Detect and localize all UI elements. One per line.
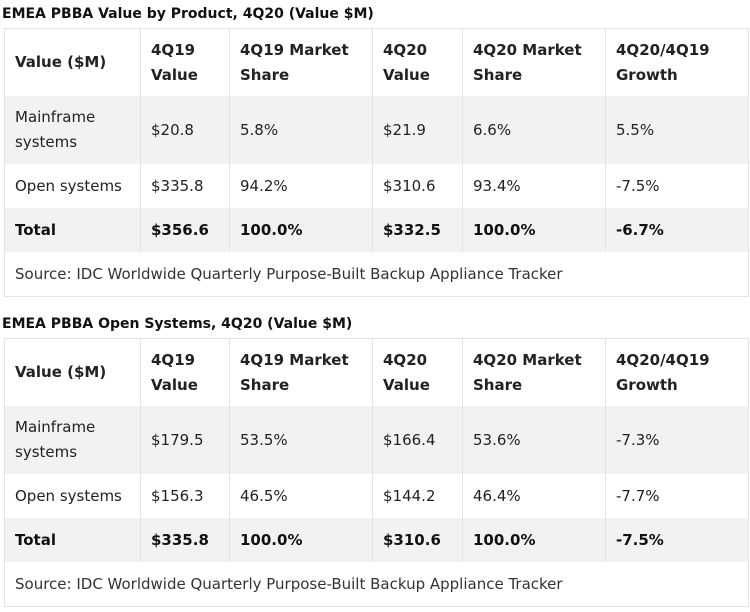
table-cell: 46.5%	[229, 474, 373, 518]
column-header: Value ($M)	[4, 338, 141, 406]
table-cell: -7.5%	[605, 164, 749, 208]
table-cell: $144.2	[372, 474, 463, 518]
table-cell: $332.5	[372, 208, 463, 252]
row-label-cell: Open systems	[4, 164, 141, 208]
table-cell: $20.8	[140, 96, 230, 164]
table-cell: 100.0%	[462, 208, 606, 252]
table-block-open-systems: EMEA PBBA Open Systems, 4Q20 (Value $M) …	[0, 310, 750, 607]
table-cell: $166.4	[372, 406, 463, 474]
data-table: Value ($M) 4Q19 Value 4Q19 Market Share …	[4, 28, 749, 297]
table-cell: $310.6	[372, 518, 463, 562]
table-cell: -6.7%	[605, 208, 749, 252]
table-cell: $356.6	[140, 208, 230, 252]
table-cell: 100.0%	[229, 208, 373, 252]
column-header: 4Q20 Market Share	[462, 338, 606, 406]
table-title: EMEA PBBA Value by Product, 4Q20 (Value …	[2, 6, 374, 22]
source-row: Source: IDC Worldwide Quarterly Purpose-…	[4, 562, 749, 607]
column-header: 4Q20 Value	[372, 338, 463, 406]
table-cell: $179.5	[140, 406, 230, 474]
table-cell: 5.8%	[229, 96, 373, 164]
source-note: Source: IDC Worldwide Quarterly Purpose-…	[4, 562, 749, 607]
table-row: Mainframe systems $179.5 53.5% $166.4 53…	[4, 406, 749, 474]
row-label-cell: Open systems	[4, 474, 141, 518]
table-row: Open systems $156.3 46.5% $144.2 46.4% -…	[4, 474, 749, 518]
table-cell: $335.8	[140, 164, 230, 208]
header-row: Value ($M) 4Q19 Value 4Q19 Market Share …	[4, 28, 749, 96]
table-cell: $310.6	[372, 164, 463, 208]
column-header: 4Q20/4Q19 Growth	[605, 338, 749, 406]
row-label-cell: Mainframe systems	[4, 406, 141, 474]
column-header: 4Q20/4Q19 Growth	[605, 28, 749, 96]
column-header: Value ($M)	[4, 28, 141, 96]
row-label-cell: Mainframe systems	[4, 96, 141, 164]
column-header: 4Q20 Value	[372, 28, 463, 96]
header-row: Value ($M) 4Q19 Value 4Q19 Market Share …	[4, 338, 749, 406]
column-header: 4Q19 Market Share	[229, 28, 373, 96]
row-label-cell: Total	[4, 208, 141, 252]
table-cell: 46.4%	[462, 474, 606, 518]
table-cell: 94.2%	[229, 164, 373, 208]
total-row: Total $335.8 100.0% $310.6 100.0% -7.5%	[4, 518, 749, 562]
table-cell: $21.9	[372, 96, 463, 164]
table-cell: -7.5%	[605, 518, 749, 562]
column-header: 4Q20 Market Share	[462, 28, 606, 96]
column-header: 4Q19 Value	[140, 338, 230, 406]
table-cell: -7.3%	[605, 406, 749, 474]
row-label-cell: Total	[4, 518, 141, 562]
table-cell: 93.4%	[462, 164, 606, 208]
table-row: Open systems $335.8 94.2% $310.6 93.4% -…	[4, 164, 749, 208]
table-cell: $156.3	[140, 474, 230, 518]
table-cell: 53.5%	[229, 406, 373, 474]
total-row: Total $356.6 100.0% $332.5 100.0% -6.7%	[4, 208, 749, 252]
table-cell: 6.6%	[462, 96, 606, 164]
table-cell: 5.5%	[605, 96, 749, 164]
table-block-value-by-product: EMEA PBBA Value by Product, 4Q20 (Value …	[0, 0, 750, 297]
data-table: Value ($M) 4Q19 Value 4Q19 Market Share …	[4, 338, 749, 607]
table-cell: -7.7%	[605, 474, 749, 518]
table-cell: 53.6%	[462, 406, 606, 474]
table-cell: 100.0%	[229, 518, 373, 562]
source-note: Source: IDC Worldwide Quarterly Purpose-…	[4, 252, 749, 297]
source-row: Source: IDC Worldwide Quarterly Purpose-…	[4, 252, 749, 297]
column-header: 4Q19 Market Share	[229, 338, 373, 406]
table-cell: 100.0%	[462, 518, 606, 562]
table-row: Mainframe systems $20.8 5.8% $21.9 6.6% …	[4, 96, 749, 164]
table-cell: $335.8	[140, 518, 230, 562]
table-title: EMEA PBBA Open Systems, 4Q20 (Value $M)	[2, 316, 353, 332]
column-header: 4Q19 Value	[140, 28, 230, 96]
